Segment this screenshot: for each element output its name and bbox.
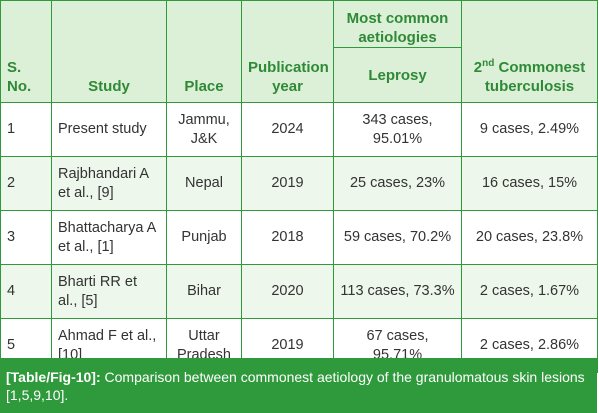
cell-year: 2020 (241, 264, 334, 319)
caption-text: Comparison between commonest aetiology o… (6, 369, 585, 403)
cell-place: Jammu, J&K (166, 102, 242, 157)
table-body: 1 Present study Jammu, J&K 2024 343 cases, 9… (0, 102, 598, 373)
header-most-common: Most common aetiologies (333, 0, 462, 48)
cell-tuberculosis: 20 cases, 23.8% (461, 210, 598, 265)
cell-sno: 3 (0, 210, 52, 265)
header-second-sup: nd (482, 58, 495, 69)
header-publication-year: Publication year (241, 0, 334, 103)
table-row: 2 Rajbhandari A et al., [9] Nepal 2019 25 ca… (0, 156, 598, 211)
header-second-prefix: 2 (473, 59, 483, 76)
cell-sno: 1 (0, 102, 52, 157)
table-row: 1 Present study Jammu, J&K 2024 343 cases, 9… (0, 102, 598, 157)
cell-study: Present study (51, 102, 167, 157)
header-leprosy: Leprosy (333, 47, 462, 103)
cell-leprosy: 113 cases, 73.3% (333, 264, 462, 319)
cell-place: Punjab (166, 210, 242, 265)
cell-study: Rajbhandari A et al., [9] (51, 156, 167, 211)
cell-sno: 2 (0, 156, 52, 211)
table-row: 4 Bharti RR et al., [5] Bihar 2020 113 cases… (0, 264, 598, 319)
caption-label: [Table/Fig-10]: (6, 369, 101, 385)
cell-leprosy: 343 cases, 95.01% (333, 102, 462, 157)
cell-sno: 4 (0, 264, 52, 319)
header-place: Place (166, 0, 242, 103)
cell-study: Bhattacharya A et al., [1] (51, 210, 167, 265)
header-second-text: Commonest tuberculosis (484, 59, 586, 95)
cell-tuberculosis: 2 cases, 1.67% (461, 264, 598, 319)
cell-place: Nepal (166, 156, 242, 211)
cell-year: 2019 (241, 156, 334, 211)
header-sno: S. No. (0, 0, 52, 103)
cell-leprosy: 59 cases, 70.2% (333, 210, 462, 265)
header-second-commonest: 2nd Commonest tuberculosis (461, 0, 598, 103)
cell-year: 2018 (241, 210, 334, 265)
cell-year: 2024 (241, 102, 334, 157)
cell-tuberculosis: 9 cases, 2.49% (461, 102, 598, 157)
cell-tuberculosis: 16 cases, 15% (461, 156, 598, 211)
cell-study: Bharti RR et al., [5] (51, 264, 167, 319)
figure-caption: [Table/Fig-10]: Comparison between commo… (0, 358, 597, 413)
cell-leprosy: 25 cases, 23% (333, 156, 462, 211)
table-row: 3 Bhattacharya A et al., [1] Punjab 2018 59 … (0, 210, 598, 265)
header-study: Study (51, 0, 167, 103)
cell-place: Bihar (166, 264, 242, 319)
comparison-table: S. No. Study Place Publication year Most… (0, 0, 598, 373)
